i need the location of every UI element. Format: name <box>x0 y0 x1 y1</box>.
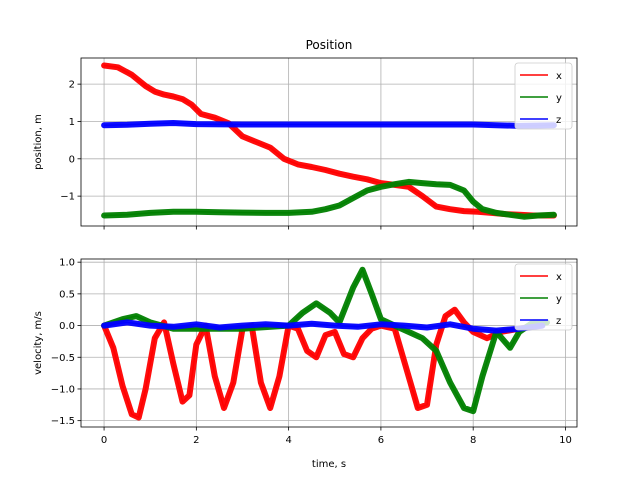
legend: xyz <box>514 62 573 130</box>
velocity-axes: 0 2 4 6 8 10 −1.5 −1.0 −0.5 0.0 0.5 1.0 velocity, m/… <box>33 258 578 470</box>
plot-area <box>101 266 550 421</box>
y-tick-label: 0 <box>69 154 75 165</box>
legend-label-x: x <box>556 272 562 283</box>
legend-label-y: y <box>556 294 562 305</box>
series-y-line <box>101 178 557 220</box>
y-tick-label: 0.0 <box>59 321 75 332</box>
series-z-line <box>101 319 546 334</box>
y-tick-label: −1.0 <box>51 384 75 395</box>
position-axes: −1 0 1 2 Position position, m xyz <box>33 38 578 230</box>
x-tick-label: 0 <box>101 435 107 446</box>
x-tick-label: 4 <box>285 435 291 446</box>
legend: xyz <box>514 263 573 331</box>
y-tick-label: 1 <box>69 117 75 128</box>
legend-label-z: z <box>556 115 561 126</box>
legend-label-y: y <box>556 93 562 104</box>
y-tick-label: −1.5 <box>51 416 75 427</box>
x-tick-label: 8 <box>470 435 476 446</box>
series-y-line <box>101 266 550 415</box>
y-tick-label: 2 <box>69 80 75 91</box>
y-tick-label: 1.0 <box>59 258 75 269</box>
axes-frame <box>80 258 578 428</box>
x-tick-label: 6 <box>378 435 384 446</box>
series-x-reference-line <box>104 64 554 217</box>
y-tick-label: −1 <box>60 192 75 203</box>
x-tick-label: 2 <box>193 435 199 446</box>
y-tick-label: −0.5 <box>51 353 75 364</box>
chart-title: Position <box>306 38 353 52</box>
series-x-line <box>101 62 557 219</box>
axes-frame <box>80 57 578 227</box>
x-tick-label: 10 <box>559 435 572 446</box>
legend-label-x: x <box>556 71 562 82</box>
y-axis-label: position, m <box>33 114 44 170</box>
y-axis-label: velocity, m/s <box>33 311 44 375</box>
series-z-line <box>101 120 557 129</box>
x-axis-label: time, s <box>312 459 346 470</box>
y-tick-label: 0.5 <box>59 289 75 300</box>
plot-area <box>101 62 557 220</box>
legend-label-z: z <box>556 316 561 327</box>
